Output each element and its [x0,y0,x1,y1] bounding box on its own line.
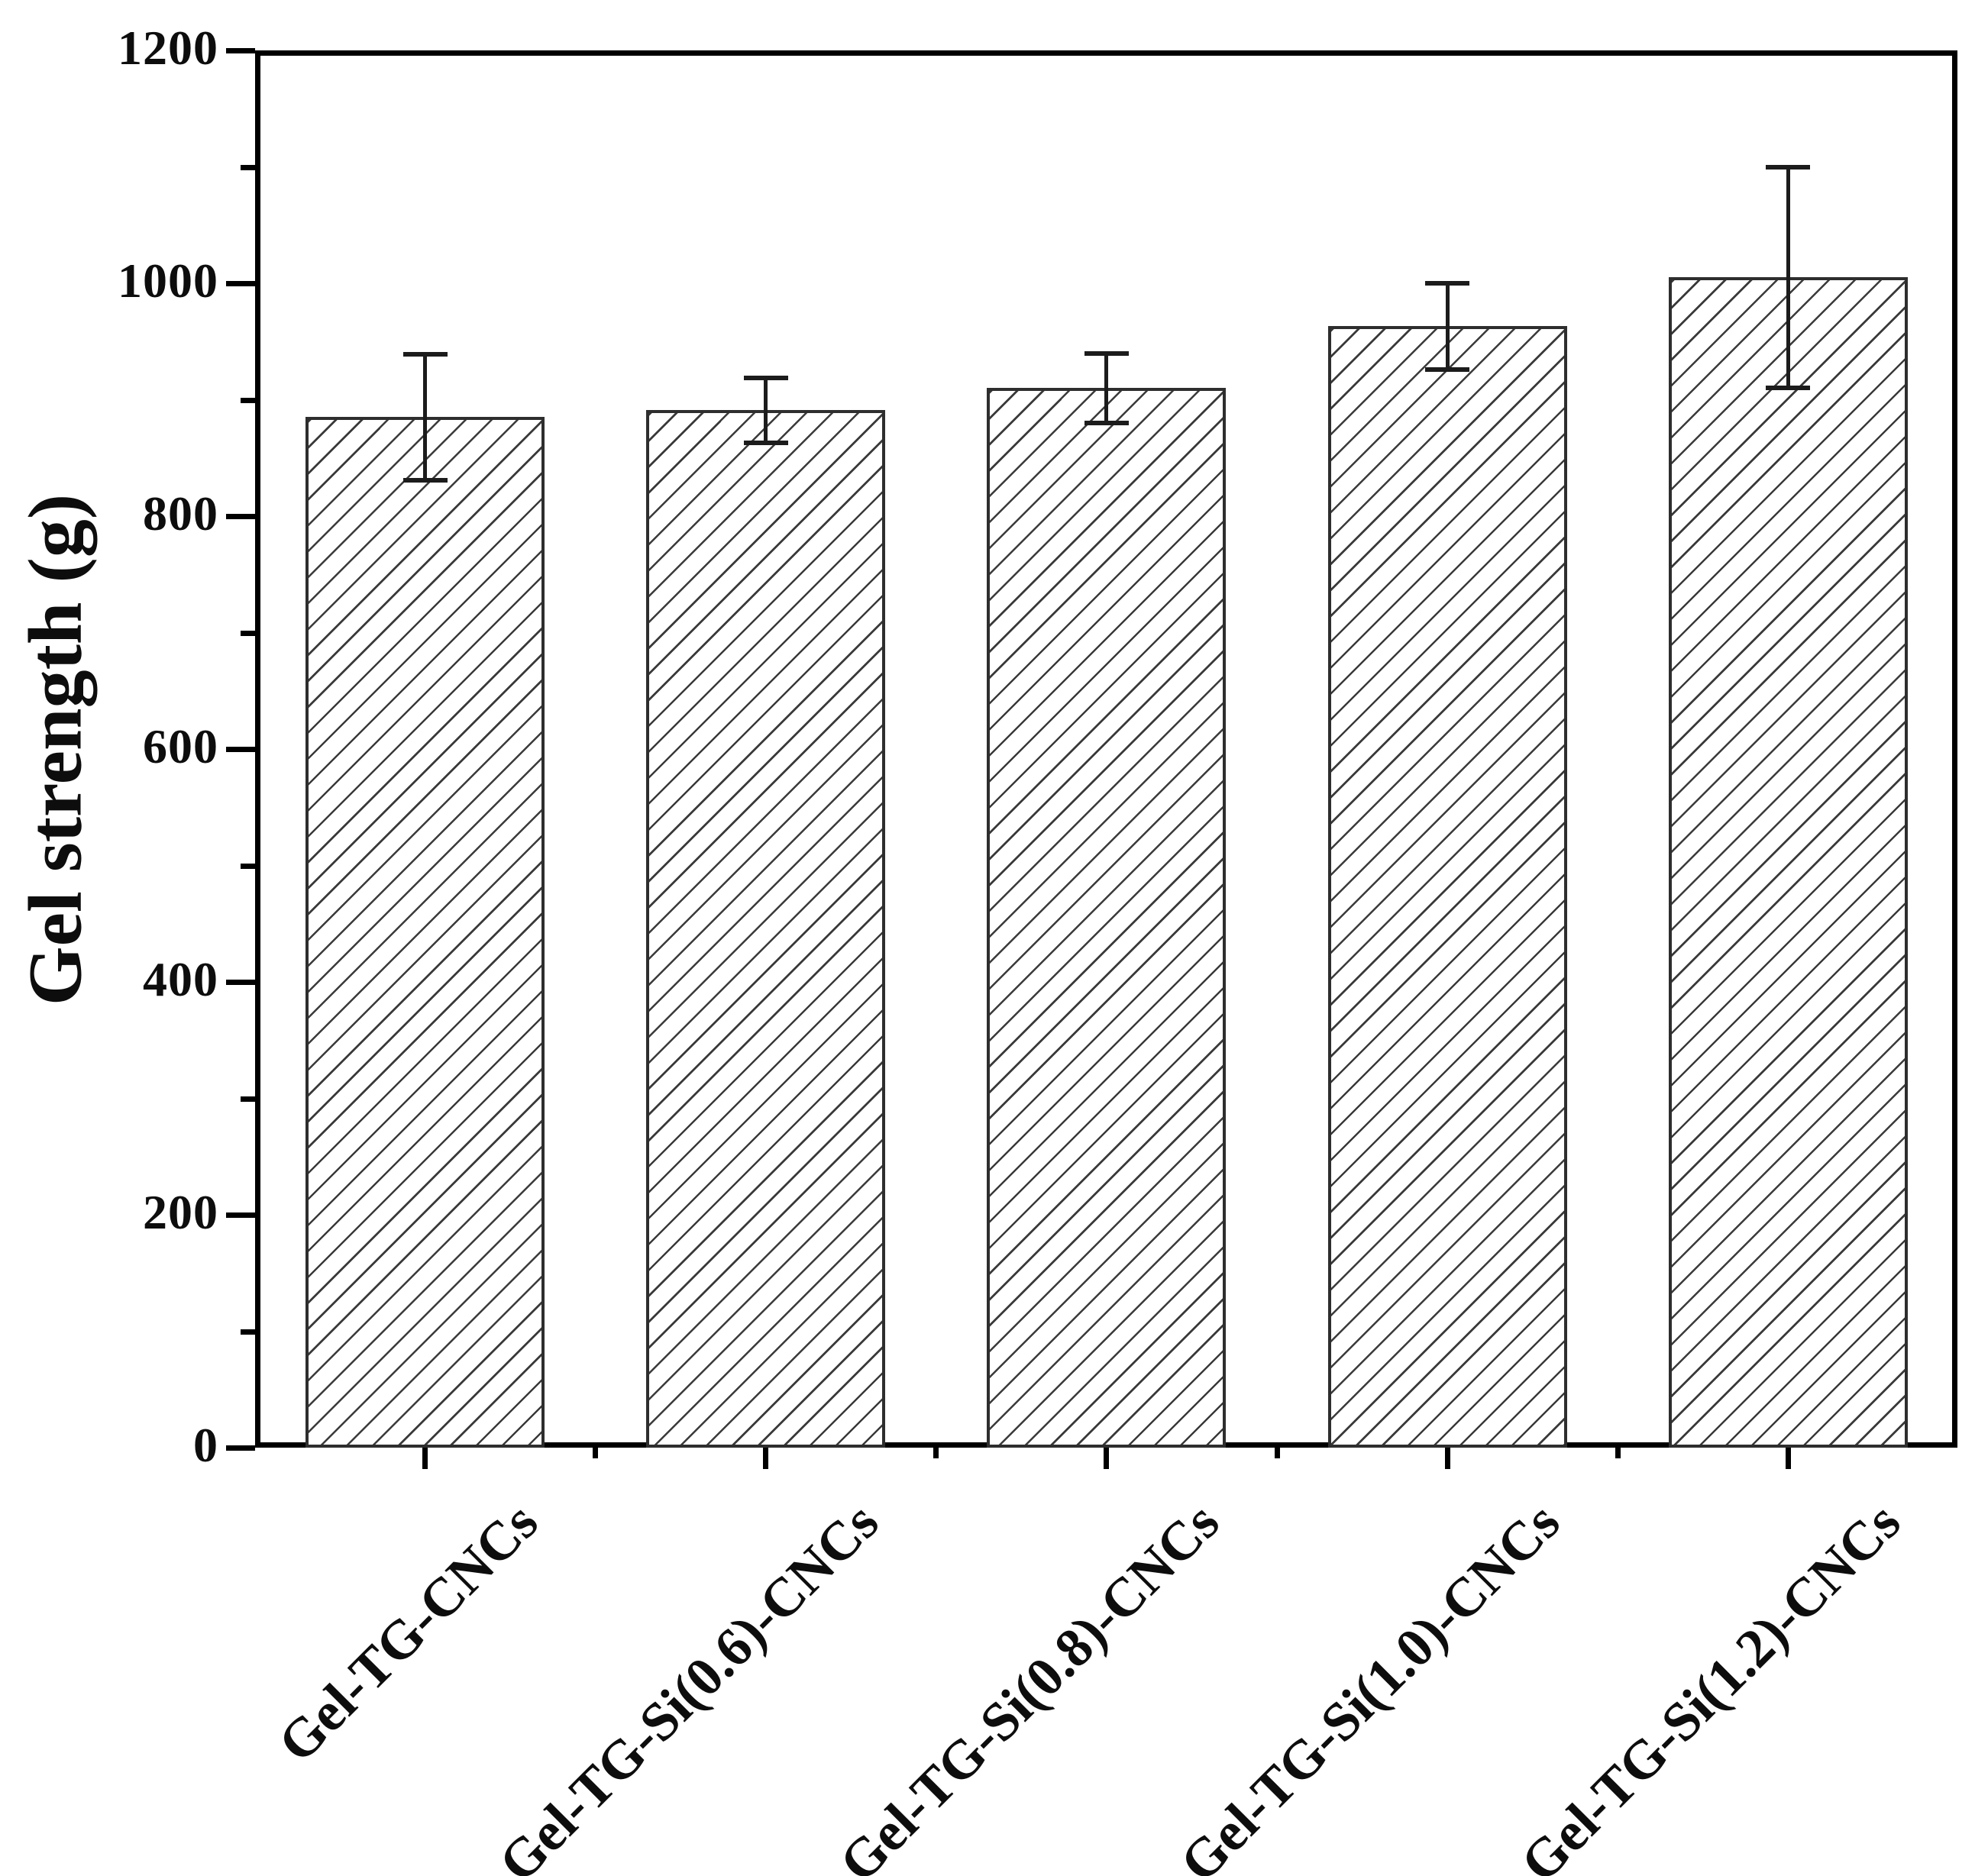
bar [1668,277,1908,1448]
error-bar-bottom-cap [1766,386,1811,391]
y-tick-label: 200 [143,1185,218,1240]
y-axis-minor-tick [241,164,255,170]
x-axis-major-tick [422,1448,428,1469]
error-bar-bottom-cap [743,440,788,445]
y-tick-label: 400 [143,952,218,1007]
error-bar-line [1445,283,1450,370]
x-axis-minor-tick [1615,1448,1621,1458]
error-bar-top-cap [1766,164,1811,170]
y-axis-minor-tick [241,397,255,403]
y-axis-major-tick [226,980,255,985]
error-bar-top-cap [743,375,788,380]
y-tick-label: 1000 [118,253,218,308]
error-bar-line [1104,353,1109,423]
x-axis-major-tick [1785,1448,1791,1469]
x-category-label: Gel-TG-CNCs [266,1490,549,1774]
x-category-label: Gel-TG-Si(1.2)-CNCs [1509,1490,1912,1876]
error-bar-top-cap [402,352,448,357]
y-axis-major-tick [226,281,255,286]
x-axis-minor-tick [1274,1448,1280,1458]
error-bar-bottom-cap [1084,421,1129,425]
y-tick-label: 0 [193,1418,218,1473]
bar [987,388,1227,1448]
y-tick-label: 800 [143,486,218,541]
error-bar-top-cap [1425,281,1470,286]
x-category-label: Gel-TG-Si(0.6)-CNCs [486,1490,890,1876]
y-axis-major-tick [226,1445,255,1451]
bar [1327,326,1567,1448]
y-axis-major-tick [226,48,255,53]
error-bar-line [764,377,768,443]
y-axis-minor-tick [241,1096,255,1102]
y-axis-major-tick [226,514,255,519]
error-bar-top-cap [1084,350,1129,356]
error-bar-bottom-cap [1425,366,1470,372]
bar [305,417,545,1448]
error-bar-line [423,354,427,480]
error-bar-bottom-cap [402,477,448,483]
y-tick-label: 600 [143,719,218,774]
y-axis-major-tick [226,1212,255,1218]
x-axis-major-tick [1444,1448,1450,1469]
y-tick-label: 1200 [118,21,218,76]
bar [646,410,886,1448]
error-bar-line [1786,166,1790,389]
y-axis-minor-tick [241,630,255,636]
y-axis-minor-tick [241,1329,255,1335]
x-axis-minor-tick [933,1448,939,1458]
x-axis-minor-tick [593,1448,599,1458]
x-category-label: Gel-TG-Si(0.8)-CNCs [827,1490,1231,1876]
x-category-label: Gel-TG-Si(1.0)-CNCs [1168,1490,1572,1876]
y-axis-minor-tick [241,863,255,869]
x-axis-major-tick [1104,1448,1110,1469]
y-axis-major-tick [226,747,255,752]
x-axis-major-tick [763,1448,769,1469]
